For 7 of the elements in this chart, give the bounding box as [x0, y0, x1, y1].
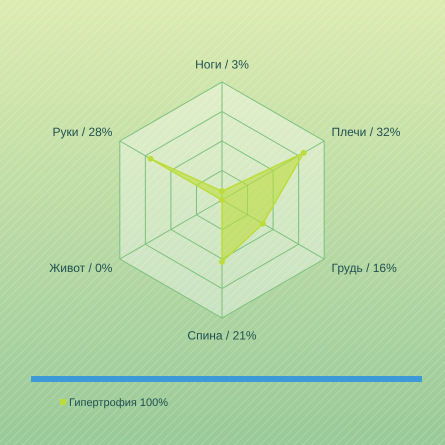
- spoke-label: Плечи / 32%: [332, 125, 401, 140]
- spoke-label: Спина / 21%: [187, 328, 257, 343]
- spoke-label: Грудь / 16%: [332, 260, 398, 275]
- spoke-label: Ноги / 3%: [195, 57, 250, 72]
- spoke-label: Руки / 28%: [52, 125, 113, 140]
- spoke-label: Живот / 0%: [49, 260, 113, 275]
- legend-label: Гипертрофия 100%: [69, 397, 168, 409]
